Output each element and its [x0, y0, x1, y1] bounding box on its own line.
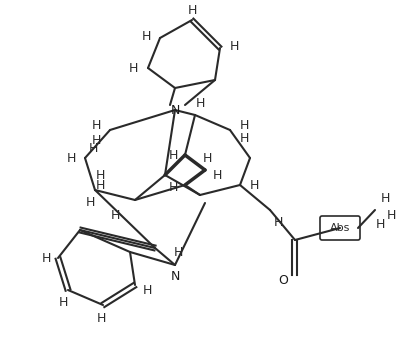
- Text: H: H: [85, 196, 95, 208]
- Text: H: H: [66, 151, 75, 165]
- Text: H: H: [229, 40, 238, 53]
- Text: H: H: [128, 62, 138, 74]
- Text: N: N: [170, 270, 179, 284]
- Text: H: H: [375, 218, 384, 230]
- Text: H: H: [91, 119, 100, 132]
- Text: H: H: [187, 3, 196, 16]
- Text: O: O: [277, 274, 287, 286]
- Text: H: H: [141, 30, 150, 42]
- Text: H: H: [96, 313, 105, 325]
- Text: H: H: [385, 208, 395, 221]
- Text: H: H: [168, 149, 177, 161]
- Text: H: H: [173, 246, 182, 260]
- Text: H: H: [249, 179, 258, 191]
- Text: H: H: [273, 215, 282, 229]
- Text: H: H: [212, 168, 221, 182]
- Text: H: H: [110, 208, 119, 221]
- Text: H: H: [202, 151, 211, 165]
- Text: H: H: [142, 284, 151, 296]
- Text: H: H: [95, 179, 104, 191]
- Text: H: H: [379, 191, 389, 205]
- Text: H: H: [91, 134, 100, 147]
- Text: H: H: [88, 142, 97, 155]
- Text: H: H: [195, 96, 204, 110]
- Text: H: H: [41, 252, 51, 264]
- Text: H: H: [239, 132, 248, 144]
- FancyBboxPatch shape: [319, 216, 359, 240]
- Text: H: H: [168, 181, 177, 193]
- Text: H: H: [239, 119, 248, 132]
- Text: H: H: [95, 168, 104, 182]
- Text: H: H: [58, 295, 67, 308]
- Text: N: N: [170, 103, 179, 117]
- Text: Abs: Abs: [329, 223, 349, 233]
